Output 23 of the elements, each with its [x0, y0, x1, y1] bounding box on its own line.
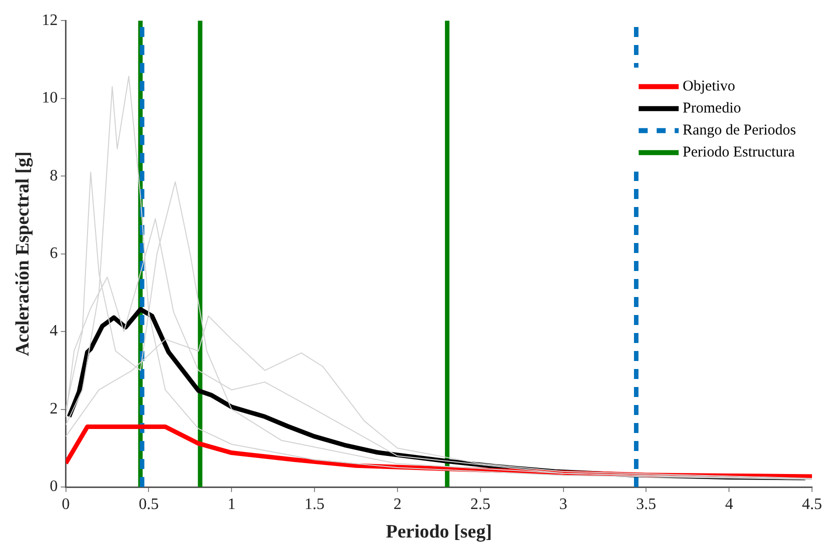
y-tick-label: 8	[50, 167, 58, 184]
y-tick-label: 4	[50, 322, 58, 340]
legend-label: Promedio	[682, 100, 742, 117]
x-tick-label: 1.5	[304, 496, 325, 513]
legend-label: Objetivo	[682, 78, 736, 95]
y-axis-title: Aceleración Espectral [g]	[12, 151, 34, 356]
x-tick-label: 2.5	[470, 496, 490, 513]
x-tick-label: 4.5	[802, 496, 822, 513]
legend-label: Rango de Periodos	[682, 122, 796, 139]
x-axis-title: Periodo [seg]	[386, 522, 492, 543]
y-tick-label: 0	[50, 478, 58, 496]
legend-label: Periodo Estructura	[682, 144, 796, 161]
y-tick-label: 12	[42, 12, 58, 29]
x-tick-label: 0	[62, 496, 70, 513]
x-tick-label: 3.5	[636, 496, 656, 513]
x-tick-label: 2	[393, 496, 402, 513]
x-tick-label: 3	[559, 496, 568, 513]
y-tick-label: 6	[50, 245, 58, 262]
x-tick-label: 4	[725, 496, 734, 513]
x-tick-label: 0.5	[138, 496, 159, 513]
y-tick-label: 2	[50, 400, 58, 418]
x-tick-label: 1	[228, 496, 236, 513]
y-tick-label: 10	[42, 90, 58, 107]
